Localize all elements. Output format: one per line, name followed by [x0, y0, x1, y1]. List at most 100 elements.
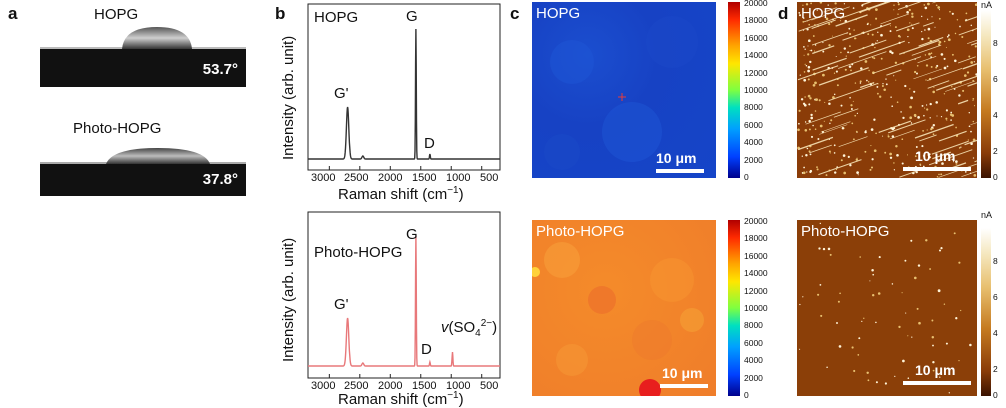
afm-speck — [975, 73, 977, 76]
raman-map-hopg-texture — [544, 16, 698, 170]
colorbar-tick: 16000 — [744, 250, 768, 261]
afm-streak — [917, 55, 937, 64]
afm-speck — [913, 70, 917, 74]
afm-speck — [880, 57, 883, 60]
xtick: 3000 — [311, 380, 336, 392]
afm-speck — [972, 99, 974, 101]
peak-label-g-prime: G' — [334, 85, 349, 102]
afm-speck — [932, 123, 936, 127]
spectrum-photo-hopg-xlabel: Raman shift (cm−1) — [338, 390, 464, 408]
spectrum-line — [308, 28, 500, 160]
afm-speck — [819, 2, 823, 4]
afm-speck — [940, 116, 943, 118]
afm-streak — [828, 82, 879, 102]
colorbar-unit: nA — [981, 210, 993, 220]
afm-speck — [929, 102, 932, 106]
afm-speck — [932, 133, 935, 136]
afm-speck — [924, 107, 926, 109]
afm-speck — [802, 171, 806, 175]
afm-speck — [891, 283, 894, 285]
afm-speck — [938, 40, 942, 44]
colorbar-tick: 0 — [993, 172, 998, 182]
conductivity-map-photo-hopg: Photo-HOPG 10 μm — [797, 220, 977, 396]
scale-bar-label: 10 μm — [915, 362, 956, 378]
afm-speck — [929, 268, 932, 270]
afm-speck — [859, 82, 862, 84]
afm-speck — [919, 163, 922, 166]
afm-streak — [818, 159, 862, 176]
afm-speck — [885, 83, 888, 86]
afm-speck — [946, 65, 949, 68]
afm-speck — [856, 112, 859, 115]
afm-streak — [896, 22, 920, 32]
afm-speck — [908, 41, 910, 44]
afm-speck — [951, 86, 953, 88]
afm-speck — [870, 145, 872, 147]
afm-speck — [864, 60, 868, 63]
afm-speck — [849, 45, 851, 47]
afm-speck — [906, 10, 909, 14]
afm-speck — [970, 130, 972, 133]
droplet-image-hopg: 53.7° — [40, 27, 246, 87]
afm-streak — [966, 39, 977, 45]
afm-speck — [801, 155, 803, 157]
afm-streak — [849, 39, 887, 54]
afm-speck — [822, 50, 825, 53]
afm-speck — [856, 157, 858, 159]
afm-streak — [812, 45, 835, 55]
afm-speck — [930, 56, 932, 58]
afm-speck — [895, 144, 898, 148]
afm-speck — [797, 128, 800, 132]
colorbar-tick: 4000 — [744, 137, 763, 148]
afm-speck — [835, 70, 838, 73]
afm-speck — [960, 146, 962, 148]
afm-speck — [938, 43, 941, 46]
afm-speck — [926, 108, 929, 111]
afm-speck — [966, 71, 970, 74]
afm-speck — [800, 98, 804, 101]
afm-speck — [809, 169, 813, 173]
afm-streak — [911, 44, 942, 56]
colorbar-tick: 20000 — [744, 216, 768, 226]
afm-speck — [972, 157, 975, 159]
afm-speck — [950, 111, 953, 114]
afm-speck — [954, 59, 957, 63]
afm-streak — [964, 139, 977, 146]
afm-speck — [840, 159, 843, 162]
afm-speck — [868, 69, 870, 72]
afm-speck — [901, 292, 903, 294]
afm-speck — [851, 346, 854, 349]
afm-speck — [926, 129, 928, 131]
plot-frame — [307, 211, 501, 379]
afm-speck — [887, 134, 889, 136]
afm-speck — [818, 247, 821, 250]
afm-speck — [940, 53, 944, 56]
afm-speck — [814, 128, 817, 130]
colorbar-tick: 6 — [993, 74, 998, 84]
colorbar-tick: 14000 — [744, 50, 768, 61]
afm-speck — [871, 56, 874, 59]
afm-speck — [812, 35, 815, 37]
afm-streak — [818, 67, 869, 86]
afm-speck — [870, 128, 874, 131]
afm-speck — [925, 79, 927, 81]
afm-speck — [881, 85, 884, 87]
afm-speck — [824, 101, 826, 103]
afm-streak — [938, 130, 967, 142]
afm-speck — [891, 51, 894, 55]
afm-speck — [925, 239, 928, 242]
contact-angle-photo-hopg: 37.8° — [202, 171, 238, 188]
afm-speck — [943, 66, 947, 70]
afm-speck — [962, 89, 965, 92]
afm-speck — [945, 342, 948, 345]
afm-speck — [941, 162, 944, 165]
afm-speck — [916, 72, 918, 75]
afm-speck — [861, 320, 863, 323]
afm-streak — [888, 119, 926, 134]
afm-speck — [893, 75, 895, 77]
afm-speck — [827, 247, 831, 251]
afm-speck — [902, 116, 905, 120]
spectrum-hopg: HOPG Intensity (arb. unit) 3000 2500 200… — [278, 0, 501, 204]
afm-speck — [934, 26, 936, 28]
afm-speck — [921, 37, 924, 41]
